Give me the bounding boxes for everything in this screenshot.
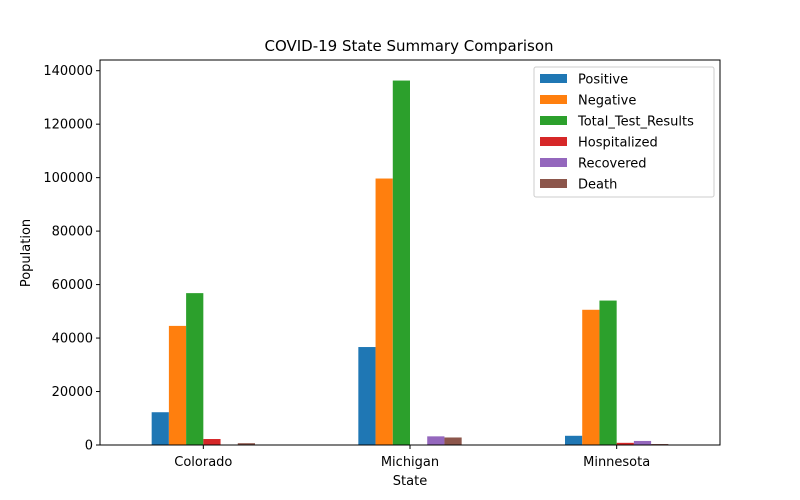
x-tick-label: Minnesota xyxy=(583,455,650,470)
bar-positive-minnesota xyxy=(565,435,583,445)
y-tick-label: 120000 xyxy=(43,118,93,133)
legend-swatch xyxy=(540,95,567,104)
x-axis-label: State xyxy=(393,474,427,489)
y-tick-label: 0 xyxy=(85,439,93,454)
bars-group xyxy=(151,80,669,445)
legend-label: Negative xyxy=(578,94,636,109)
legend: Positive Negative Total_Test_Results Hospit… xyxy=(533,66,715,198)
x-tick-label: Colorado xyxy=(174,455,232,470)
legend-box xyxy=(533,66,715,198)
y-tick-label: 140000 xyxy=(43,64,93,79)
bar-negative-michigan xyxy=(375,178,393,445)
bar-negative-minnesota xyxy=(582,309,600,445)
bar-hospitalized-minnesota xyxy=(616,442,634,445)
legend-swatch xyxy=(540,116,567,125)
y-tick-label: 60000 xyxy=(52,278,93,293)
bar-positive-colorado xyxy=(151,412,169,445)
bar-total-test-results-michigan xyxy=(392,80,410,445)
bar-death-colorado xyxy=(237,443,255,445)
y-tick-label: 80000 xyxy=(52,225,93,240)
bar-recovered-michigan xyxy=(427,436,445,445)
legend-label: Death xyxy=(578,178,617,193)
y-tick-label: 40000 xyxy=(52,332,93,347)
x-axis: Colorado Michigan Minnesota xyxy=(174,445,650,470)
chart-title: COVID-19 State Summary Comparison xyxy=(264,37,553,55)
y-axis: 0 20000 40000 60000 80000 100000 120000 140000 xyxy=(43,64,100,454)
bar-death-michigan xyxy=(444,437,462,445)
bar-total-test-results-colorado xyxy=(186,293,204,445)
y-tick-label: 20000 xyxy=(52,385,93,400)
y-axis-label: Population xyxy=(19,219,34,287)
legend-swatch xyxy=(540,179,567,188)
bar-positive-michigan xyxy=(358,347,376,445)
bar-hospitalized-colorado xyxy=(203,439,221,445)
legend-label: Total_Test_Results xyxy=(577,115,694,130)
bar-total-test-results-minnesota xyxy=(599,300,617,445)
x-tick-label: Michigan xyxy=(381,455,439,470)
bar-recovered-minnesota xyxy=(633,440,652,445)
y-tick-label: 100000 xyxy=(43,171,93,186)
legend-swatch xyxy=(540,74,567,83)
legend-swatch xyxy=(540,158,567,167)
legend-label: Hospitalized xyxy=(578,136,658,151)
legend-label: Positive xyxy=(578,73,628,88)
legend-label: Recovered xyxy=(578,157,647,172)
bar-negative-colorado xyxy=(168,325,187,445)
legend-swatch xyxy=(540,137,567,146)
